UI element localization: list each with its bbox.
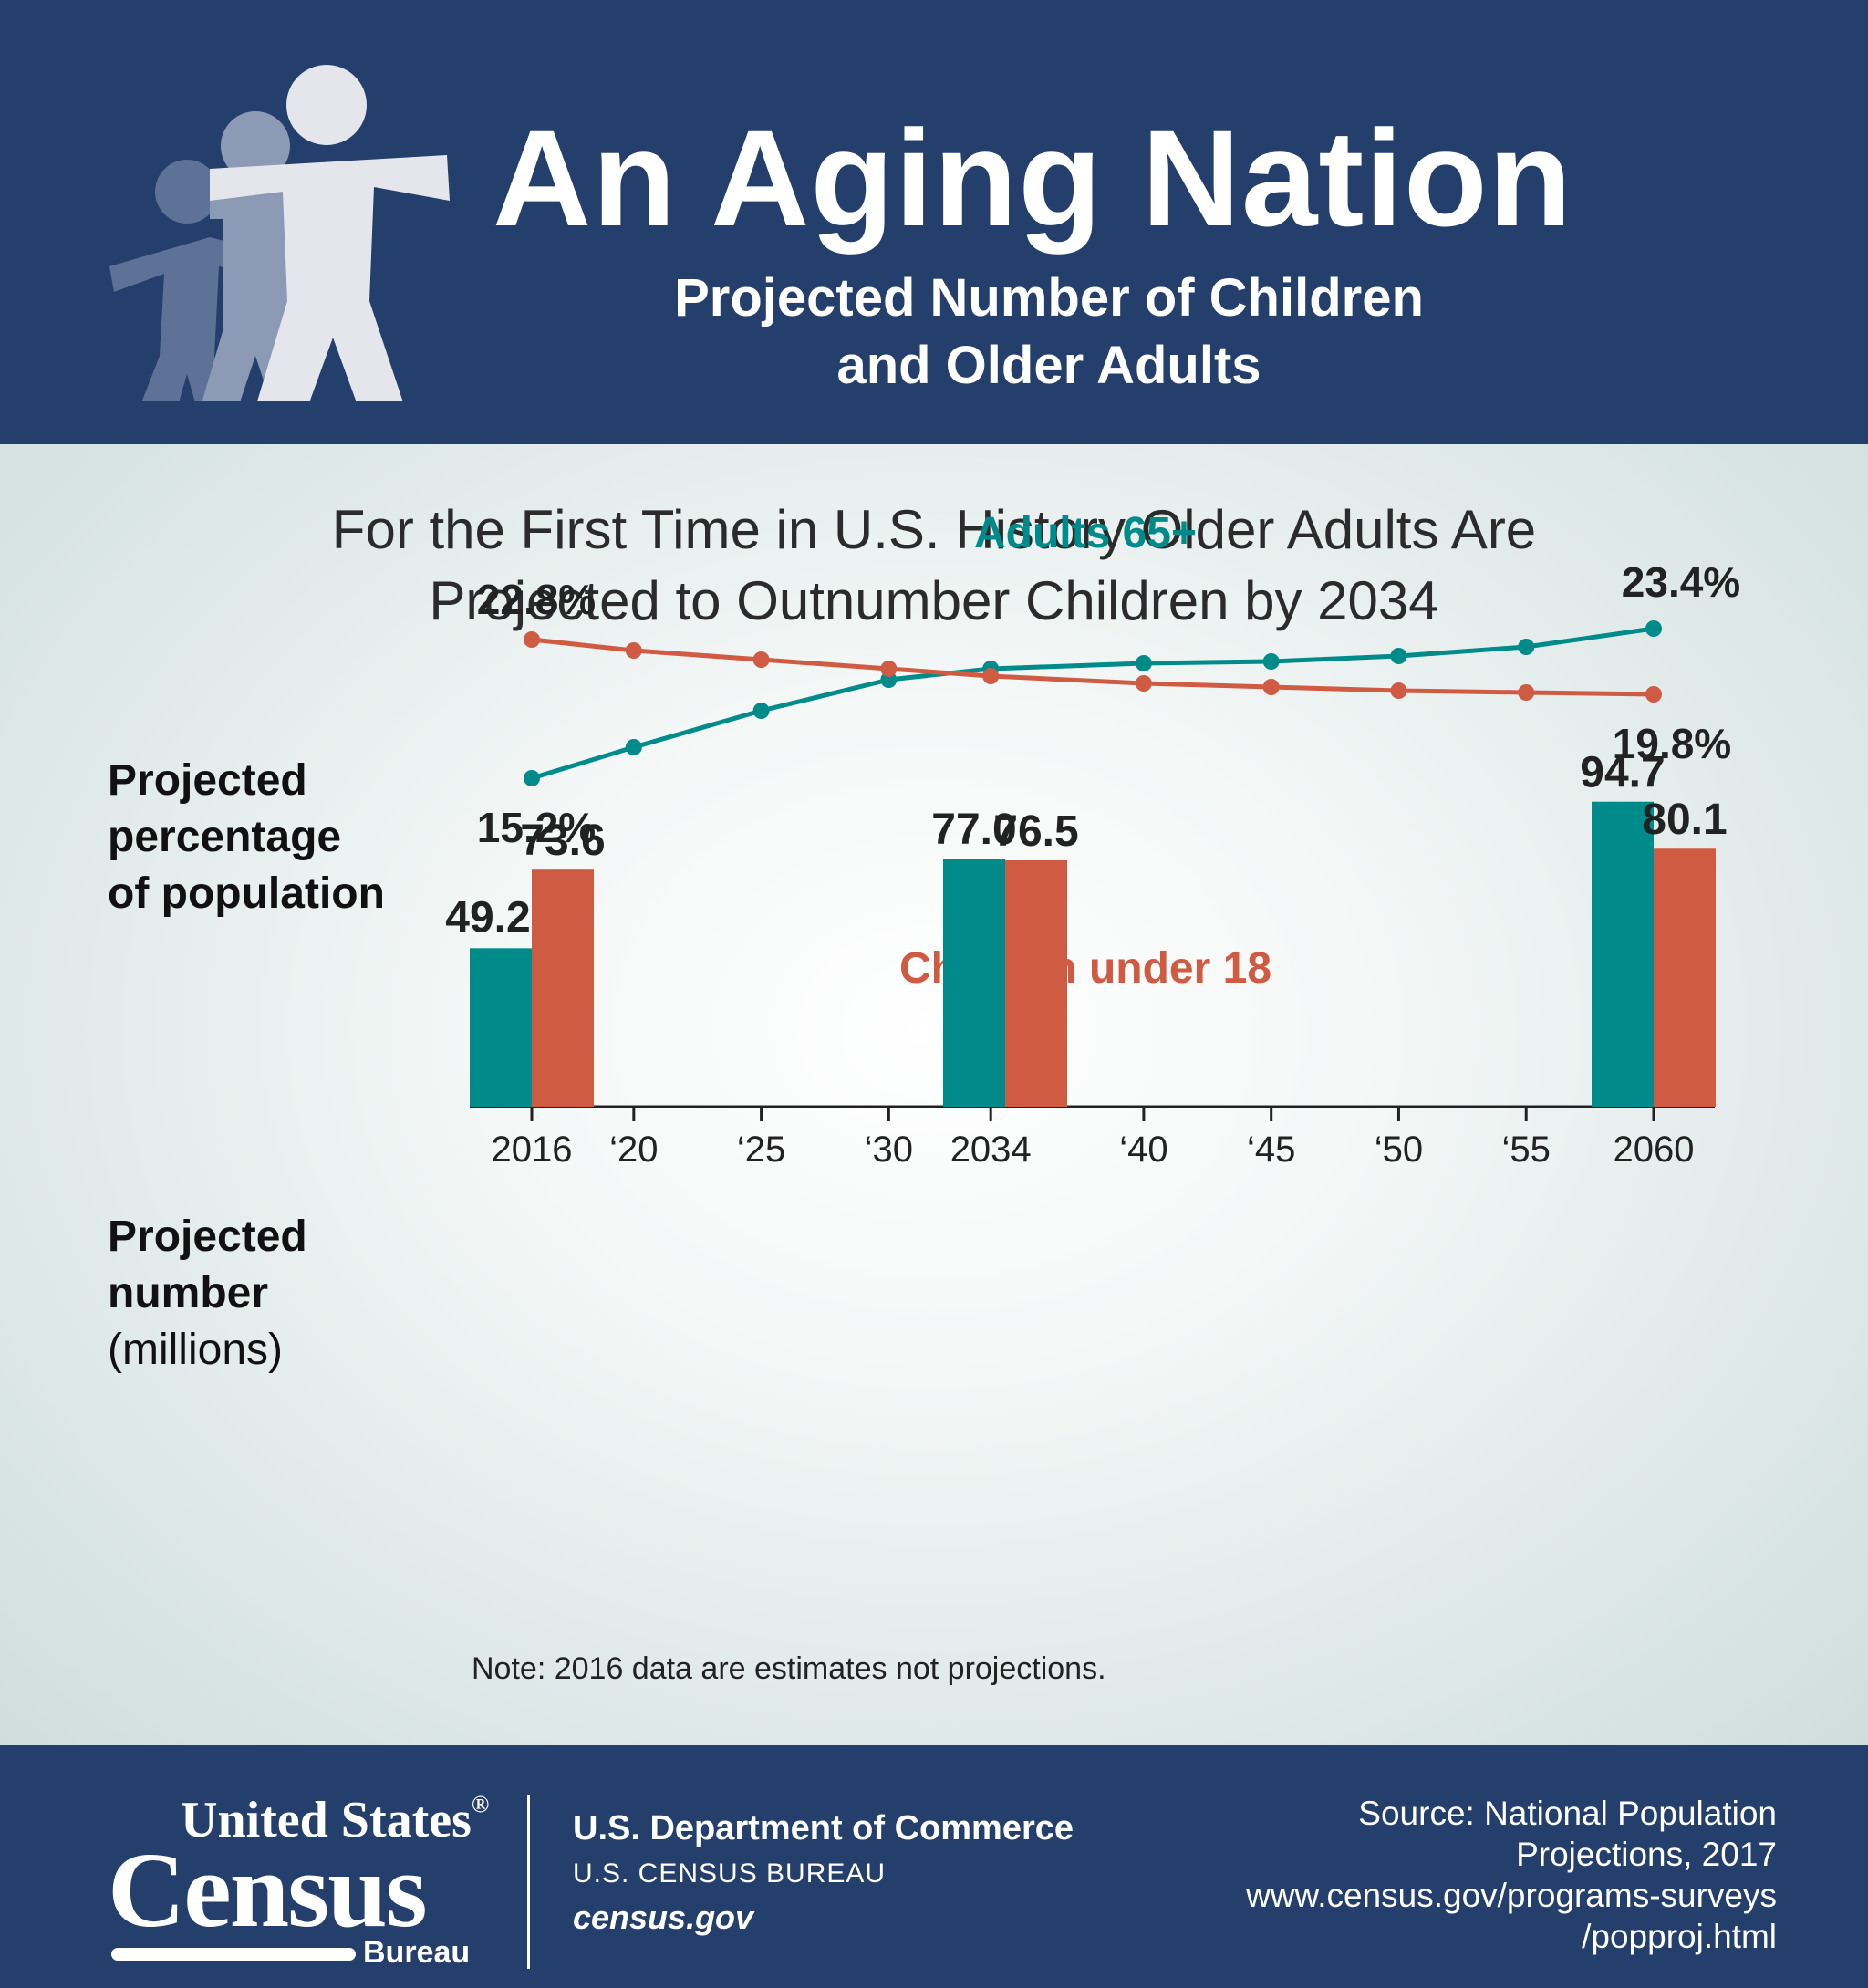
adults-point — [1135, 655, 1152, 671]
children-point — [982, 668, 1000, 684]
headline: For the First Time in U.S. History Older… — [0, 494, 1868, 637]
x-tick-label: ‘50 — [1375, 1129, 1423, 1170]
children-bar — [1654, 848, 1716, 1107]
adults-point — [524, 770, 540, 786]
footer-divider — [527, 1795, 530, 1969]
adults-point — [1262, 653, 1280, 670]
adults-bar-value-label: 49.2 — [445, 893, 530, 942]
adults-bar-value-label: 77.0 — [931, 806, 1016, 854]
children-point — [524, 631, 540, 648]
adults-bar-value-label: 94.7 — [1580, 749, 1665, 797]
percent-label-line-1: Projected — [108, 756, 307, 805]
logo-bureau: Bureau — [363, 1935, 471, 1970]
source-citation: Source: National Population Projections,… — [1084, 1793, 1777, 1957]
x-tick-label: 2016 — [492, 1129, 573, 1170]
adults-line — [531, 626, 1655, 781]
adults-bar — [470, 948, 532, 1107]
children-bar-value-label: 73.6 — [520, 817, 605, 865]
source-line-1: Source: National Population — [1358, 1795, 1777, 1832]
number-label-line-3: (millions) — [108, 1326, 283, 1374]
children-point — [752, 651, 770, 668]
headline-line-1: For the First Time in U.S. History Older… — [331, 499, 1537, 560]
logo-census: Census — [108, 1830, 428, 1950]
children-point — [1390, 682, 1407, 699]
footnote: Note: 2016 data are estimates not projec… — [472, 1651, 1106, 1686]
children-point — [1135, 675, 1152, 692]
logo-united-states: United States® — [181, 1791, 490, 1848]
number-label-line-1: Projected — [108, 1213, 307, 1261]
source-line-2: Projections, 2017 — [1516, 1836, 1777, 1873]
children-bar-value-label: 76.5 — [993, 807, 1078, 856]
subtitle-line-2: and Older Adults — [836, 336, 1261, 395]
x-tick-label: ‘30 — [865, 1129, 913, 1170]
x-tick-label: ‘45 — [1247, 1129, 1295, 1170]
page-subtitle: Projected Number of Children and Older A… — [493, 265, 1605, 400]
adults-series-label: Adults 65+ — [974, 509, 1197, 557]
adults-point — [625, 739, 642, 755]
children-point — [625, 642, 642, 659]
children-point — [880, 661, 898, 677]
source-url-line-1[interactable]: www.census.gov/programs-surveys — [1246, 1877, 1777, 1914]
number-label-line-2: number — [108, 1269, 269, 1317]
people-figures-icon — [109, 65, 450, 401]
x-tick-label: 2034 — [950, 1129, 1032, 1170]
x-tick-label: ‘55 — [1502, 1129, 1551, 1170]
children-bar — [532, 869, 594, 1107]
adults-point — [752, 703, 770, 719]
children-end-label: 19.8% — [1613, 720, 1731, 767]
subtitle-line-1: Projected Number of Children — [674, 268, 1424, 328]
adults-point — [1390, 648, 1407, 664]
percent-label-line-3: of population — [108, 869, 385, 918]
x-tick-label: 2060 — [1614, 1129, 1695, 1170]
number-axis-label: Projected number (millions) — [108, 1209, 307, 1379]
department-name: U.S. Department of Commerce — [573, 1809, 1074, 1847]
children-line — [531, 637, 1655, 697]
x-tick-label: ‘25 — [737, 1129, 785, 1170]
website-link[interactable]: census.gov — [573, 1899, 754, 1936]
children-point — [1518, 684, 1535, 701]
headline-line-2: Projected to Outnumber Children by 2034 — [429, 570, 1439, 631]
percent-label-line-2: percentage — [108, 813, 342, 861]
census-logo[interactable]: United States® Census Bureau — [108, 1791, 500, 1970]
adults-point — [1645, 620, 1662, 637]
footer: United States® Census Bureau U.S. Depart… — [0, 1745, 1868, 1988]
population-chart: 22.8%15.2%23.4%19.8%Adults 65+Children u… — [445, 509, 1740, 1170]
children-start-label: 22.8% — [477, 576, 596, 623]
source-url-line-2[interactable]: /popproj.html — [1582, 1918, 1777, 1955]
header-banner: An Aging Nation Projected Number of Chil… — [0, 0, 1868, 444]
children-point — [1645, 686, 1662, 703]
children-point — [1262, 679, 1280, 695]
adults-point — [1518, 639, 1535, 655]
adults-start-label: 15.2% — [477, 804, 596, 851]
x-tick-label: ‘40 — [1119, 1129, 1168, 1170]
page-title: An Aging Nation — [493, 101, 1573, 255]
x-tick-label: ‘20 — [609, 1129, 658, 1170]
logo-underline — [111, 1948, 356, 1961]
main-panel: For the First Time in U.S. History Older… — [0, 444, 1868, 1745]
percent-axis-label: Projected percentage of population — [108, 753, 385, 922]
children-bar-value-label: 80.1 — [1642, 796, 1727, 844]
adults-bar — [943, 859, 1005, 1107]
adults-end-label: 23.4% — [1622, 558, 1740, 606]
logo-registered-mark: ® — [471, 1791, 490, 1817]
bureau-name: U.S. CENSUS BUREAU — [573, 1858, 887, 1889]
adults-bar — [1592, 801, 1654, 1107]
children-bar — [1005, 859, 1067, 1107]
